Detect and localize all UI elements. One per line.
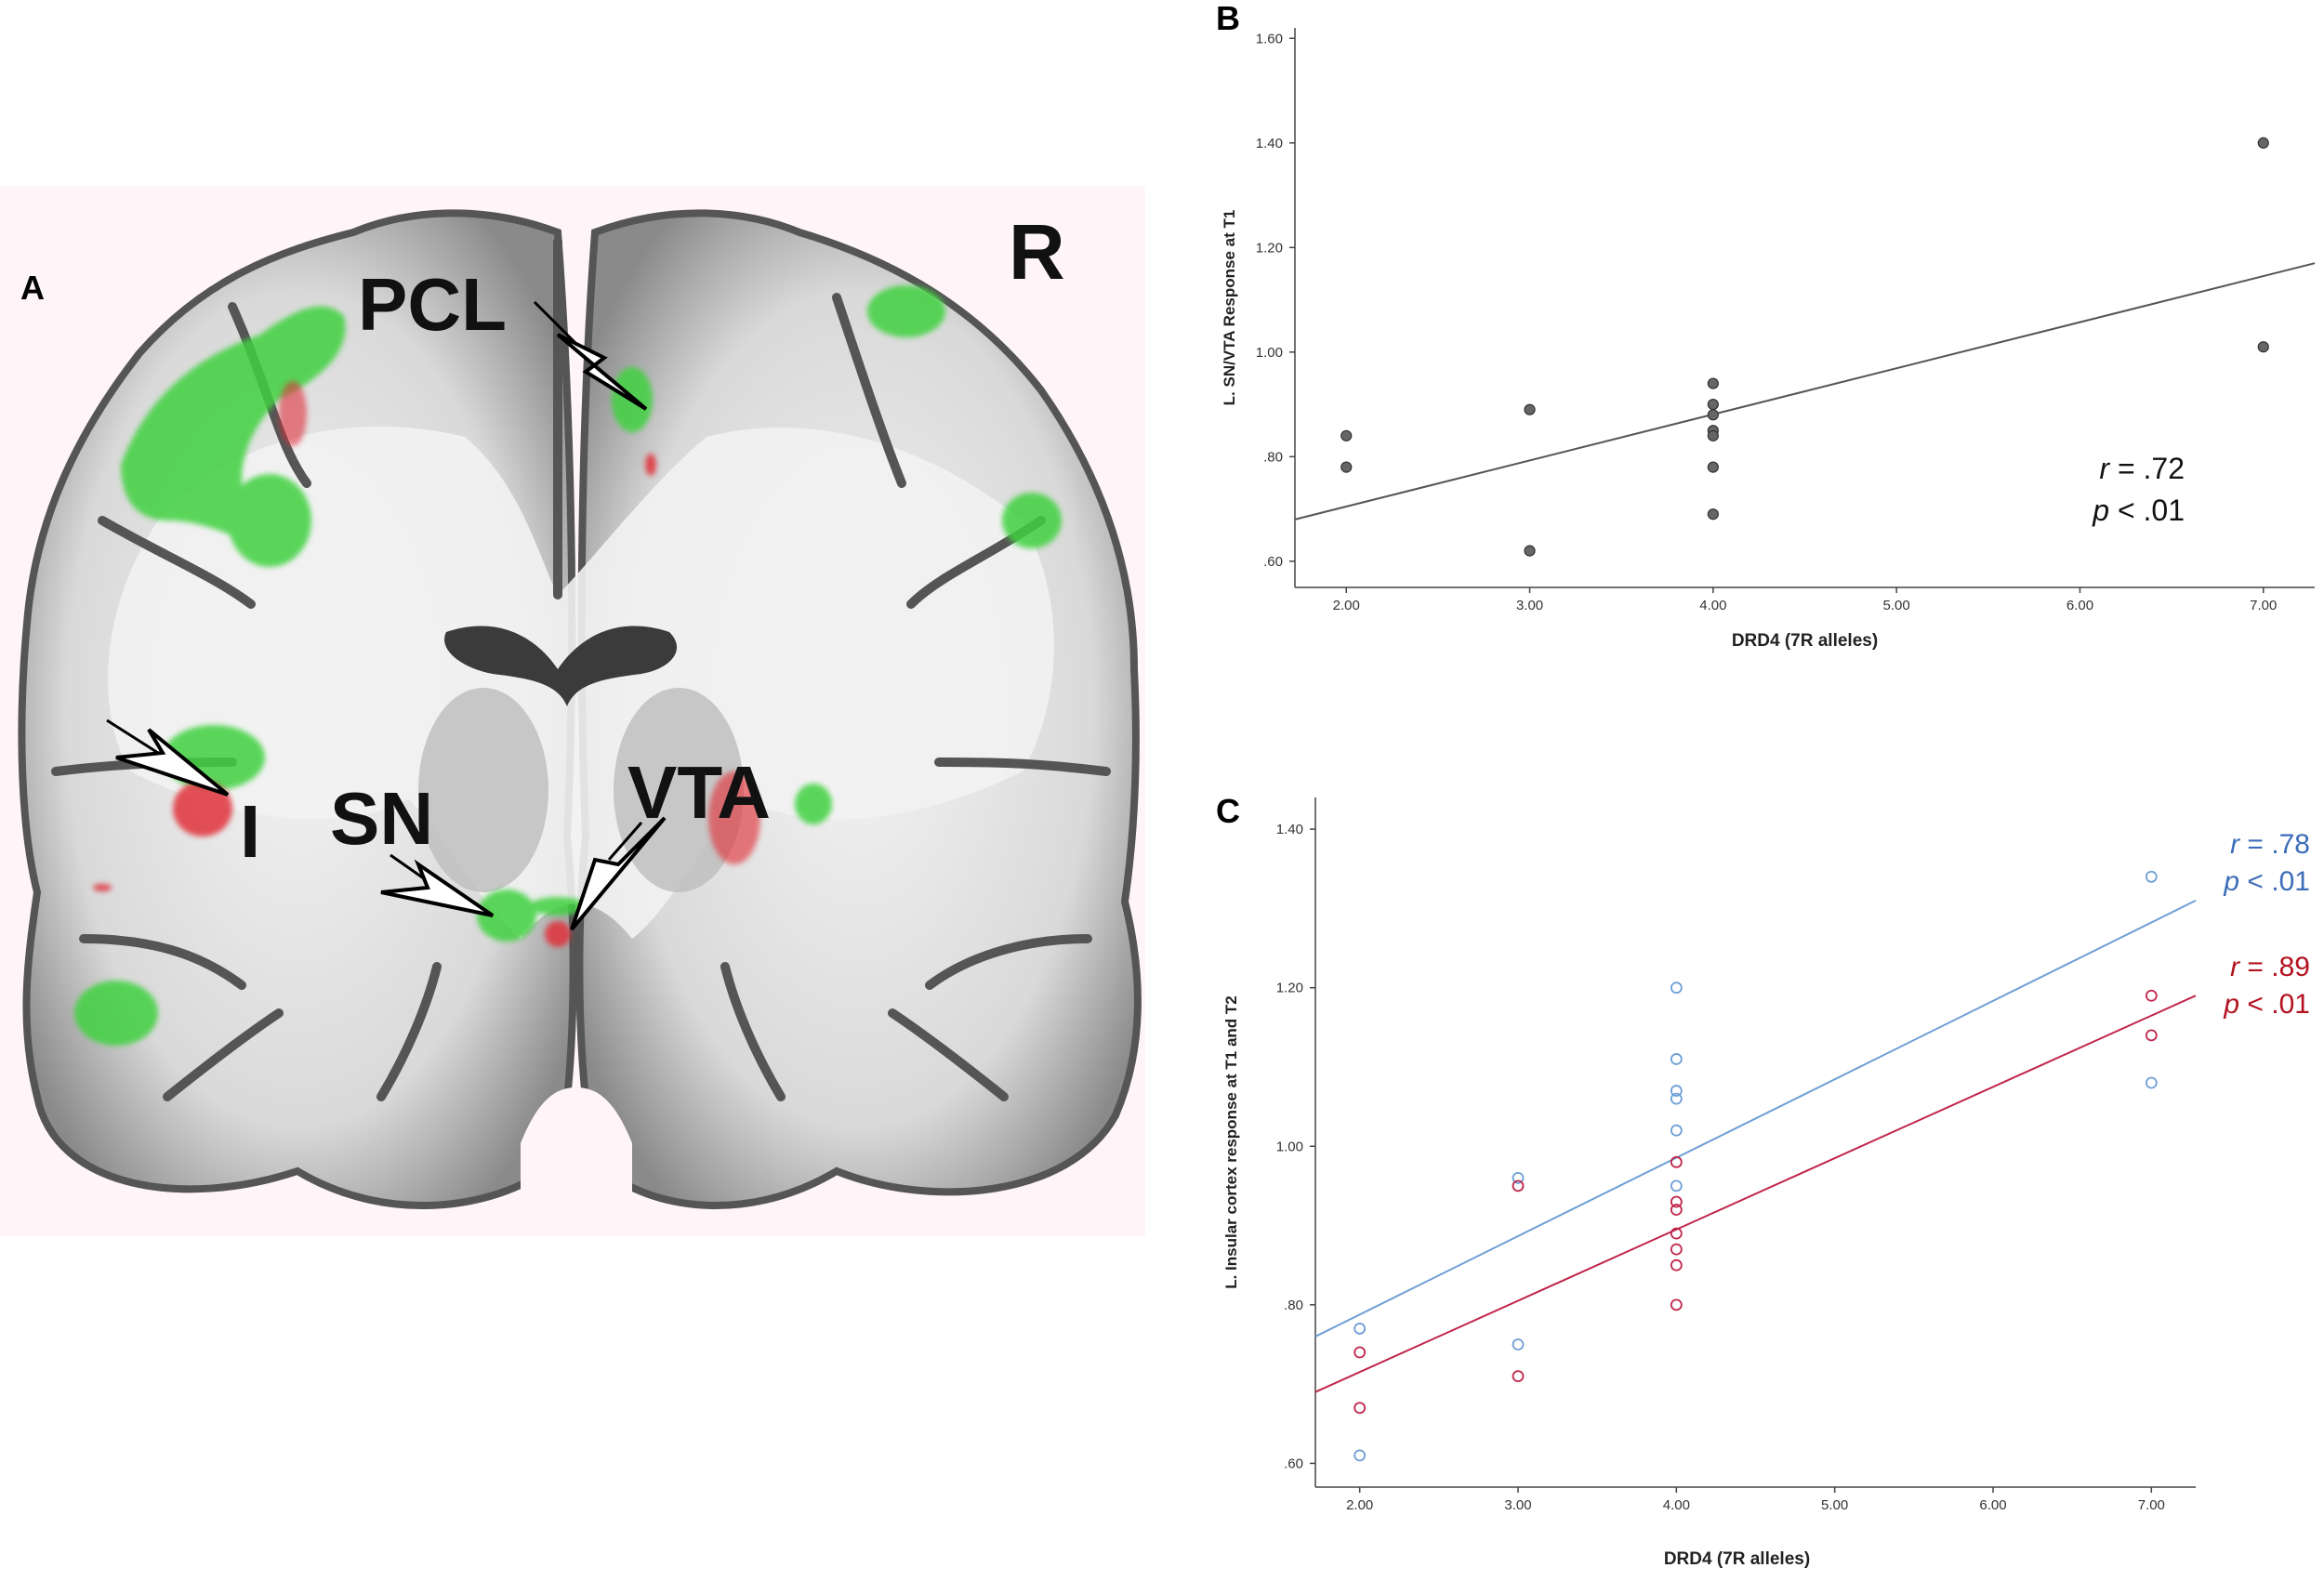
data-point <box>1524 403 1536 415</box>
x-tick-label: 2.00 <box>1346 1497 1373 1513</box>
x-tick-label: 5.00 <box>1821 1497 1848 1513</box>
sn-arrow <box>380 853 495 917</box>
data-point <box>2257 341 2269 353</box>
label-sn: SN <box>330 777 433 860</box>
label-pcl: PCL <box>358 263 507 346</box>
y-tick-label: 1.60 <box>1256 31 1283 46</box>
data-point <box>1512 1370 1525 1382</box>
data-point <box>1670 1298 1683 1311</box>
lateral-ventricles <box>444 626 678 706</box>
data-point <box>2145 989 2158 1002</box>
vta-arrow <box>570 816 667 931</box>
data-point <box>1670 1243 1683 1256</box>
midline-notch <box>521 1087 632 1227</box>
x-tick-label: 5.00 <box>1883 598 1910 613</box>
pcl-arrow <box>533 300 648 411</box>
y-tick-label: 1.00 <box>1256 345 1283 361</box>
panel-c-letter: C <box>1216 792 1240 830</box>
data-point <box>1512 1338 1525 1350</box>
data-point <box>1670 1227 1683 1240</box>
data-point <box>1512 1179 1525 1192</box>
data-point <box>1707 377 1719 389</box>
data-point <box>1512 1171 1525 1184</box>
data-point <box>1670 1053 1683 1065</box>
data-point <box>1353 1323 1367 1335</box>
red-activations <box>93 381 760 947</box>
data-point <box>1670 1195 1683 1208</box>
data-point <box>1353 1449 1367 1462</box>
data-point <box>1524 545 1536 557</box>
label-r: R <box>1009 208 1065 296</box>
panel-b-letter: B <box>1216 0 1240 37</box>
x-tick-label: 7.00 <box>2138 1497 2165 1513</box>
data-point <box>2145 870 2158 883</box>
y-tick-label: 1.00 <box>1276 1139 1303 1154</box>
y-tick-label: .60 <box>1284 1456 1303 1471</box>
fit-line-0 <box>1294 262 2316 520</box>
y-tick-label: .60 <box>1263 554 1283 570</box>
y-axis-title: L. SN/VTA Response at T1 <box>1221 210 1238 406</box>
fit-line-0 <box>1314 899 2197 1337</box>
x-axis-title: DRD4 (7R alleles) <box>1664 1549 1810 1569</box>
label-vta: VTA <box>627 751 771 834</box>
left-thalamus <box>418 688 548 892</box>
data-point <box>1670 1204 1683 1216</box>
y-tick-label: .80 <box>1284 1298 1303 1313</box>
y-tick-label: 1.20 <box>1256 240 1283 256</box>
y-tick-label: 1.40 <box>1276 822 1303 837</box>
data-point <box>1340 429 1353 441</box>
stat-r: r = .89 <box>2230 952 2310 982</box>
data-point <box>1707 398 1719 411</box>
data-point <box>1670 1085 1683 1097</box>
data-point <box>1670 1124 1683 1137</box>
x-tick-label: 2.00 <box>1333 598 1360 613</box>
x-axis-title: DRD4 (7R alleles) <box>1732 631 1878 651</box>
y-tick-label: .80 <box>1263 449 1283 465</box>
data-point <box>1670 1258 1683 1271</box>
annotation-arrows <box>106 300 667 931</box>
panel-a-letter: A <box>20 269 45 307</box>
panel-b-chart: B 2.00 3.00 4.00 5.00 6.00 7.00 .60 .80 1.00 1.20… <box>1216 0 2316 651</box>
data-point <box>1670 1155 1683 1168</box>
fit-line-1 <box>1314 995 2197 1393</box>
y-axis-title: L. Insular cortex response at T1 and T2 <box>1222 995 1240 1289</box>
stat-p: p < .01 <box>2092 494 2185 527</box>
panel-a: A R PCL I SN VTA <box>0 186 1145 1236</box>
data-point <box>1707 409 1719 421</box>
x-tick-label: 3.00 <box>1516 598 1543 613</box>
stat-p: p < .01 <box>2223 866 2310 897</box>
data-point <box>1670 1092 1683 1105</box>
x-tick-label: 3.00 <box>1504 1497 1531 1513</box>
panel-c-chart: C 2.00 3.00 4.00 5.00 6.00 7.00 .60 .80 1.00 1.20… <box>1216 792 2310 1569</box>
insula-arrow <box>106 718 230 797</box>
data-point <box>1353 1402 1367 1415</box>
stat-p: p < .01 <box>2223 989 2310 1020</box>
y-tick-label: 1.20 <box>1276 981 1303 996</box>
label-insula: I <box>240 790 260 873</box>
stat-r: r = .78 <box>2230 829 2310 860</box>
x-tick-label: 6.00 <box>1979 1497 2006 1513</box>
data-point <box>1353 1346 1367 1359</box>
x-tick-label: 4.00 <box>1699 598 1726 613</box>
data-point <box>1707 508 1719 520</box>
x-tick-label: 6.00 <box>2067 598 2093 613</box>
data-point <box>1707 429 1719 441</box>
data-point <box>2145 1029 2158 1042</box>
data-point <box>1707 461 1719 473</box>
x-tick-label: 4.00 <box>1663 1497 1690 1513</box>
data-point <box>2257 137 2269 149</box>
x-tick-label: 7.00 <box>2250 598 2277 613</box>
stat-r: r = .72 <box>2099 452 2185 485</box>
data-point <box>2145 1076 2158 1089</box>
data-point <box>1670 1179 1683 1192</box>
y-tick-label: 1.40 <box>1256 136 1283 152</box>
data-point <box>1340 461 1353 473</box>
data-point <box>1670 982 1683 995</box>
